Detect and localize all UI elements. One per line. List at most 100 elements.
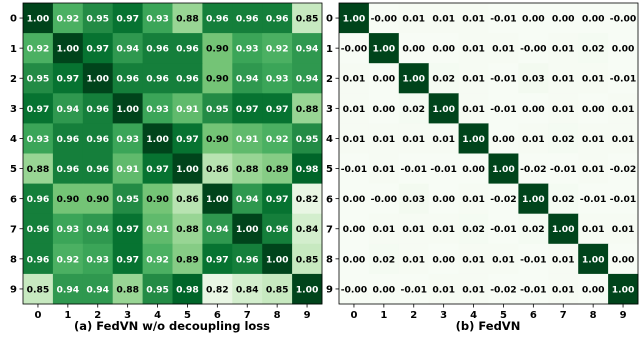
heatmap-cell [232, 213, 263, 245]
cell-value-label: 0.88 [176, 13, 199, 24]
heatmap-cell [292, 63, 323, 94]
cell-value-label: 0.89 [176, 254, 199, 265]
heatmap-cell [428, 153, 459, 184]
cell-value-label: 0.00 [462, 164, 485, 175]
cell-value-label: 0.90 [206, 44, 229, 55]
heatmap-cell [232, 153, 263, 184]
heatmap-cell [548, 33, 579, 64]
cell-value-label: 0.93 [146, 13, 169, 24]
y-tick-label: 5 [10, 164, 17, 175]
heatmap-cell [142, 33, 173, 64]
heatmap-cell [578, 93, 609, 124]
cell-value-label: 0.91 [116, 164, 139, 175]
heatmap-cell [292, 183, 323, 215]
heatmap-cell [202, 3, 233, 34]
heatmap-cell [608, 123, 639, 154]
heatmap-cell [548, 213, 579, 245]
cell-value-label: 0.93 [86, 254, 109, 265]
heatmap-cell [202, 123, 233, 154]
heatmap-cell [368, 213, 400, 245]
cell-value-label: 1.00 [176, 164, 199, 175]
heatmap-cell [608, 3, 639, 34]
heatmap-cell [82, 213, 114, 245]
cell-value-label: 0.93 [236, 44, 259, 55]
cell-value-label: 1.00 [612, 284, 635, 295]
heatmap-cell [488, 33, 519, 64]
cell-value-label: 0.96 [116, 74, 139, 85]
cell-value-label: 0.95 [296, 134, 319, 145]
y-tick-label: 8 [10, 254, 17, 265]
heatmap-cell [339, 153, 370, 184]
cell-value-label: 0.94 [236, 74, 259, 85]
cell-value-label: -0.00 [371, 194, 397, 205]
cell-value-label: 0.02 [402, 104, 425, 115]
heatmap-cell [339, 123, 370, 154]
heatmap-cell [488, 123, 519, 154]
heatmap-cell [488, 243, 519, 275]
heatmap-cell [262, 93, 293, 124]
cell-value-label: 1.00 [146, 134, 169, 145]
cell-value-label: 0.01 [373, 164, 396, 175]
heatmap-cell [608, 183, 639, 215]
cell-value-label: 0.01 [582, 224, 605, 235]
cell-value-label: 0.96 [27, 224, 50, 235]
heatmap-cell [142, 183, 173, 215]
cell-value-label: 0.94 [236, 194, 259, 205]
x-tick-label: 8 [274, 310, 281, 321]
heatmap-cell [488, 153, 519, 184]
x-tick-label: 4 [470, 310, 477, 321]
cell-value-label: 0.96 [57, 134, 80, 145]
cell-value-label: -0.02 [490, 194, 516, 205]
cell-value-label: 0.96 [236, 13, 259, 24]
heatmap-cell [578, 243, 609, 275]
heatmap-cell [142, 153, 173, 184]
cell-value-label: -0.01 [550, 164, 576, 175]
cell-value-label: 0.88 [296, 104, 319, 115]
heatmap-cell [368, 123, 400, 154]
cell-value-label: 0.01 [462, 74, 485, 85]
heatmap-cell [548, 63, 579, 94]
x-tick-label: 5 [500, 310, 507, 321]
heatmap-cell [202, 63, 233, 94]
heatmap-cell [112, 123, 143, 154]
heatmap-cell [368, 153, 400, 184]
cell-value-label: 0.00 [582, 284, 605, 295]
cell-value-label: 0.97 [116, 254, 139, 265]
cell-value-label: 0.82 [206, 284, 229, 295]
cell-value-label: 0.93 [266, 74, 289, 85]
heatmap-cell [578, 33, 609, 64]
heatmap-cell [368, 63, 400, 94]
cell-value-label: 0.01 [462, 44, 485, 55]
y-tick-label: 4 [326, 134, 333, 145]
heatmap-cell [398, 273, 430, 305]
cell-value-label: 0.02 [582, 44, 605, 55]
cell-value-label: 0.96 [146, 74, 169, 85]
cell-value-label: 0.02 [552, 134, 575, 145]
heatmap-cell [458, 93, 489, 124]
cell-value-label: 1.00 [296, 284, 319, 295]
heatmap-cell [488, 3, 519, 34]
heatmap-cell [292, 273, 323, 305]
cell-value-label: 0.94 [296, 74, 319, 85]
heatmap-cell [112, 93, 143, 124]
heatmap-cell [368, 273, 400, 305]
heatmap-cell [368, 183, 400, 215]
x-tick-label: 1 [64, 310, 71, 321]
heatmap-cell [112, 153, 143, 184]
cell-value-label: 1.00 [343, 13, 366, 24]
heatmap-cell [142, 3, 173, 34]
heatmap-cell [608, 33, 639, 64]
heatmap-cell [398, 33, 430, 64]
cell-value-label: 0.94 [116, 44, 139, 55]
cell-value-label: 0.92 [27, 44, 50, 55]
cell-value-label: 1.00 [582, 254, 605, 265]
heatmap-cell [368, 33, 400, 64]
y-tick-label: 9 [326, 285, 333, 296]
heatmap-cell [23, 183, 54, 215]
heatmap-cell [52, 243, 84, 275]
cell-value-label: 0.01 [552, 104, 575, 115]
heatmap-cell [398, 3, 430, 34]
panel-caption: (b) FedVN [456, 319, 521, 333]
cell-value-label: 0.01 [373, 224, 396, 235]
cell-value-label: -0.01 [490, 13, 516, 24]
